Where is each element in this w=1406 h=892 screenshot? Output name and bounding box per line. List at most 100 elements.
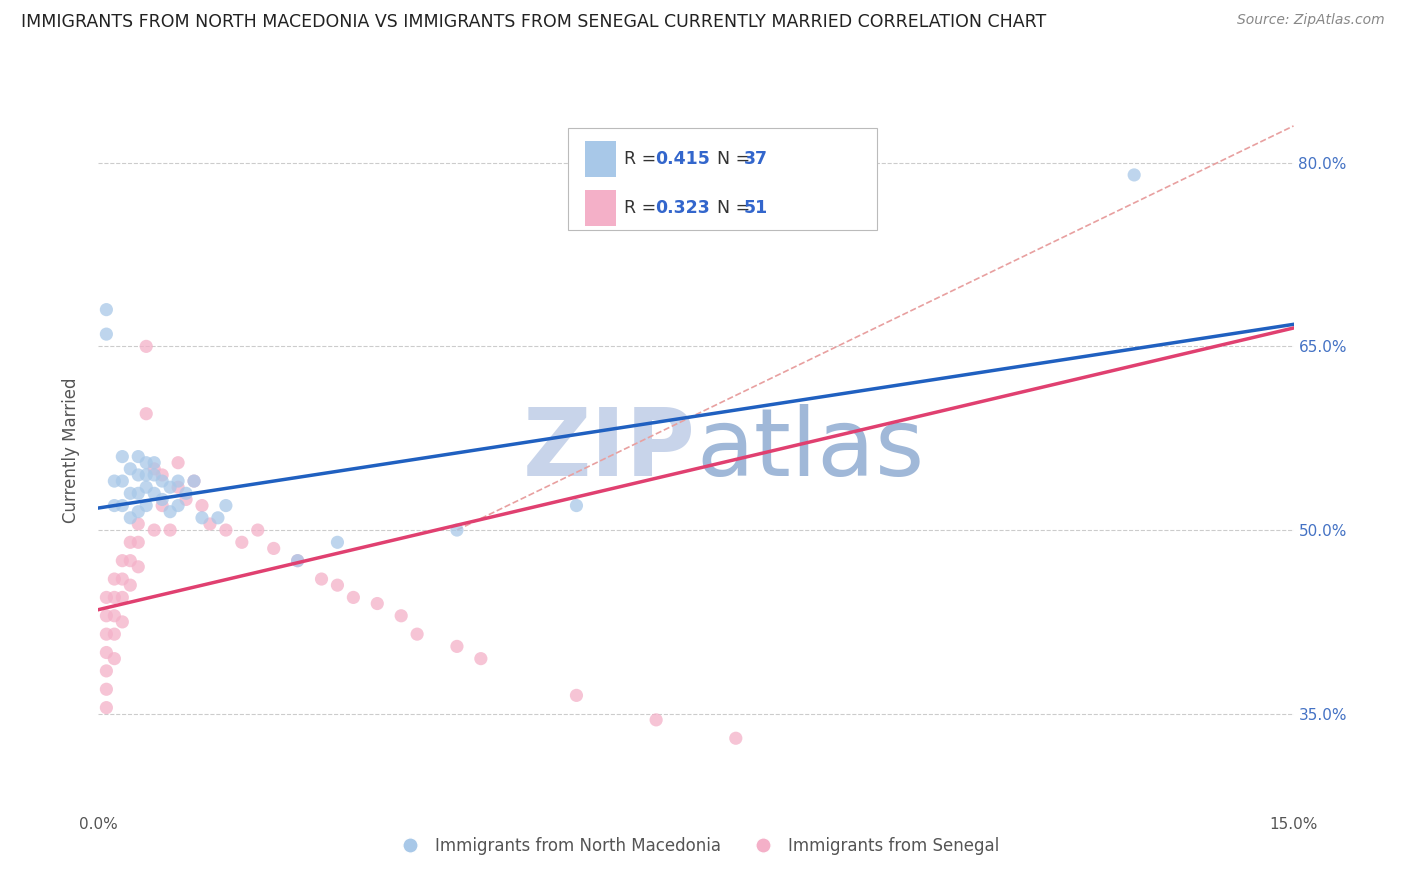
Point — [565, 689, 588, 703]
Point — [143, 467, 166, 482]
Point — [127, 516, 149, 531]
Y-axis label: Currently Married: Currently Married — [62, 377, 80, 524]
Point — [135, 499, 157, 513]
Point — [127, 450, 149, 464]
Point — [167, 499, 190, 513]
Text: 0.415: 0.415 — [655, 150, 710, 168]
Point — [111, 591, 134, 605]
Point — [120, 462, 142, 476]
Point — [150, 499, 173, 513]
Point — [127, 535, 149, 549]
Point — [127, 486, 149, 500]
Point — [127, 467, 149, 482]
Point — [96, 664, 118, 678]
Point — [135, 467, 157, 482]
Point — [135, 480, 157, 494]
Point — [135, 339, 157, 353]
Point — [167, 480, 190, 494]
Point — [287, 554, 309, 568]
Point — [120, 578, 142, 592]
Point — [143, 523, 166, 537]
Point — [446, 640, 468, 654]
Point — [111, 474, 134, 488]
Point — [111, 499, 134, 513]
Point — [231, 535, 253, 549]
Point — [326, 535, 349, 549]
Point — [389, 608, 412, 623]
Point — [96, 627, 118, 641]
Point — [143, 486, 166, 500]
Point — [406, 627, 429, 641]
Point — [191, 511, 214, 525]
Point — [183, 474, 205, 488]
Point — [96, 608, 118, 623]
Point — [246, 523, 269, 537]
Point — [103, 572, 125, 586]
Text: N =: N = — [706, 150, 755, 168]
Point — [724, 731, 747, 746]
Point — [120, 554, 142, 568]
Point — [96, 700, 118, 714]
Point — [96, 327, 118, 342]
Text: N =: N = — [706, 199, 755, 217]
Point — [103, 591, 125, 605]
Point — [96, 302, 118, 317]
Point — [120, 486, 142, 500]
Point — [143, 462, 166, 476]
Point — [207, 511, 229, 525]
Point — [120, 535, 142, 549]
Point — [96, 591, 118, 605]
Point — [198, 516, 221, 531]
Text: 51: 51 — [744, 199, 768, 217]
Point — [174, 492, 197, 507]
Point — [127, 505, 149, 519]
Point — [150, 492, 173, 507]
Point — [111, 450, 134, 464]
Point — [183, 474, 205, 488]
Point — [342, 591, 364, 605]
Text: 0.323: 0.323 — [655, 199, 710, 217]
Text: atlas: atlas — [696, 404, 924, 497]
Text: IMMIGRANTS FROM NORTH MACEDONIA VS IMMIGRANTS FROM SENEGAL CURRENTLY MARRIED COR: IMMIGRANTS FROM NORTH MACEDONIA VS IMMIG… — [21, 13, 1046, 31]
Legend: Immigrants from North Macedonia, Immigrants from Senegal: Immigrants from North Macedonia, Immigra… — [387, 830, 1005, 861]
Point — [174, 486, 197, 500]
Point — [565, 499, 588, 513]
Point — [287, 554, 309, 568]
Text: R =: R = — [624, 199, 662, 217]
Point — [103, 651, 125, 665]
Point — [263, 541, 285, 556]
Point — [127, 559, 149, 574]
Point — [159, 505, 181, 519]
Point — [159, 523, 181, 537]
Point — [215, 523, 238, 537]
Point — [311, 572, 333, 586]
Point — [103, 627, 125, 641]
Point — [143, 456, 166, 470]
Point — [111, 554, 134, 568]
Point — [135, 456, 157, 470]
Point — [150, 467, 173, 482]
Point — [215, 499, 238, 513]
Point — [120, 511, 142, 525]
Point — [446, 523, 468, 537]
Point — [135, 407, 157, 421]
Point — [167, 456, 190, 470]
Point — [103, 608, 125, 623]
Point — [470, 651, 492, 665]
Point — [645, 713, 668, 727]
Point — [103, 499, 125, 513]
Text: R =: R = — [624, 150, 662, 168]
Point — [1123, 168, 1146, 182]
Text: 37: 37 — [744, 150, 768, 168]
Point — [96, 646, 118, 660]
Point — [326, 578, 349, 592]
Point — [103, 474, 125, 488]
Text: Source: ZipAtlas.com: Source: ZipAtlas.com — [1237, 13, 1385, 28]
Point — [159, 480, 181, 494]
Point — [111, 615, 134, 629]
Text: ZIP: ZIP — [523, 404, 696, 497]
Point — [150, 474, 173, 488]
Point — [167, 474, 190, 488]
Point — [366, 597, 388, 611]
Point — [96, 682, 118, 697]
